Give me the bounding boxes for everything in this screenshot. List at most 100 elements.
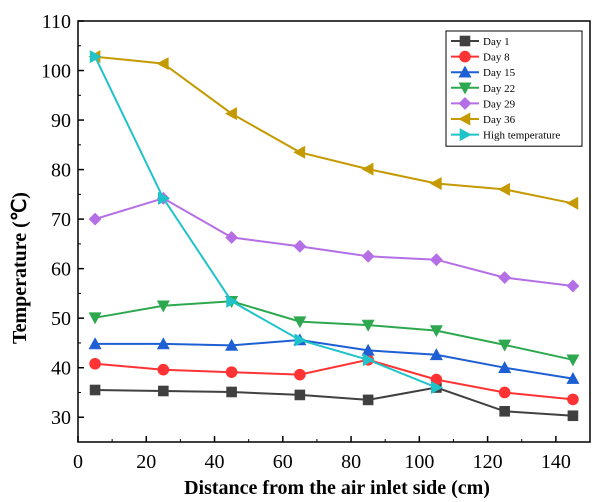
axes-group: 0 20 40 60 80 100 120 140 30 40 50 60 70 80 90 100 110 (41, 11, 571, 473)
y-tick-label: 40 (51, 358, 71, 380)
data-point (226, 386, 237, 398)
data-point (158, 191, 170, 205)
data-point (431, 381, 444, 395)
data-point (429, 325, 443, 338)
data-point (225, 338, 239, 351)
data-point (499, 405, 510, 417)
data-point (293, 239, 307, 253)
series-line (94, 197, 574, 287)
plot-area (77, 20, 591, 443)
data-point (566, 196, 579, 210)
data-point (567, 393, 579, 406)
data-point (361, 162, 374, 176)
data-point (157, 363, 170, 376)
y-tick-label: 100 (41, 61, 71, 83)
legend-marker (459, 50, 471, 63)
legend-marker (458, 82, 472, 95)
x-tick-label: 120 (473, 451, 503, 473)
legend-label: Day 15 (483, 67, 516, 79)
y-tick-label: 110 (42, 11, 71, 33)
legend-label: Day 29 (483, 98, 516, 110)
x-tick-label: 20 (136, 451, 156, 473)
plot-frame (77, 20, 591, 443)
data-point (498, 339, 512, 352)
data-point (89, 50, 102, 64)
legend-item: Day 29 (451, 96, 516, 110)
series-high-temperature (89, 50, 444, 395)
data-point (498, 386, 511, 399)
legend-item: Day 15 (451, 65, 516, 79)
data-point (498, 271, 512, 284)
legend-item: Day 22 (451, 82, 515, 95)
data-point (294, 368, 306, 381)
data-point (429, 253, 443, 267)
legend-item: Day 36 (451, 112, 516, 126)
data-point (225, 231, 239, 244)
x-tick-label: 140 (541, 451, 571, 473)
series-day-22 (88, 296, 580, 367)
data-point (226, 294, 239, 308)
legend-label: Day 1 (483, 36, 510, 48)
y-tick-label: 70 (51, 209, 71, 231)
legend-item: Day 8 (451, 50, 510, 64)
y-tick-label: 50 (51, 308, 71, 330)
legend-label: High temperature (483, 130, 560, 142)
data-point (361, 343, 375, 356)
series-line (95, 386, 573, 417)
data-point (156, 300, 170, 313)
legend-marker (459, 35, 471, 47)
y-tick-label: 80 (51, 160, 71, 182)
x-tick-label: 40 (205, 451, 225, 473)
legend-label: Day 36 (483, 114, 516, 126)
series-line (95, 358, 574, 401)
legend-item: High temperature (451, 128, 560, 142)
y-tick-label: 90 (51, 110, 71, 132)
legend-marker (459, 128, 472, 142)
y-tick-label: 60 (51, 259, 71, 281)
legend-marker (458, 112, 471, 126)
data-point (89, 384, 101, 396)
x-axis-title: Distance from the air inlet side (cm) (184, 477, 490, 499)
series-line (95, 338, 574, 380)
data-point (89, 357, 101, 370)
series-line (94, 55, 574, 205)
data-point (566, 354, 580, 367)
legend-item: Day 1 (451, 35, 510, 48)
data-point (566, 279, 580, 293)
data-point (156, 57, 169, 71)
series-line (94, 56, 437, 389)
data-point (225, 366, 238, 378)
data-point (293, 145, 306, 159)
data-point (293, 316, 307, 329)
data-point (88, 337, 102, 350)
legend-marker (458, 96, 472, 110)
legend-marker (458, 65, 472, 78)
data-point (498, 182, 510, 196)
data-point (158, 385, 169, 397)
data-point (294, 389, 306, 401)
data-point (224, 107, 237, 121)
data-point (361, 249, 375, 263)
data-point (88, 312, 102, 325)
series-line (94, 300, 574, 361)
data-point (156, 337, 170, 350)
data-point (498, 361, 512, 374)
data-point (566, 371, 580, 384)
data-point (429, 348, 443, 361)
data-point (294, 333, 307, 347)
data-point (362, 353, 375, 367)
y-tick-label: 30 (51, 407, 71, 429)
series-day-15 (88, 333, 580, 384)
series-day-29 (88, 191, 580, 293)
data-point (88, 212, 102, 226)
legend-label: Day 22 (483, 83, 515, 95)
data-point (362, 394, 374, 406)
legend: Day 1 Day 8 Day 15 Day 22 Day 29 Day 36 High t… (445, 30, 583, 147)
x-tick-label: 80 (341, 451, 361, 473)
data-point (567, 410, 579, 422)
data-point (361, 319, 375, 332)
x-tick-label: 60 (273, 451, 293, 473)
series-group (88, 50, 580, 422)
x-tick-label: 100 (404, 451, 434, 473)
